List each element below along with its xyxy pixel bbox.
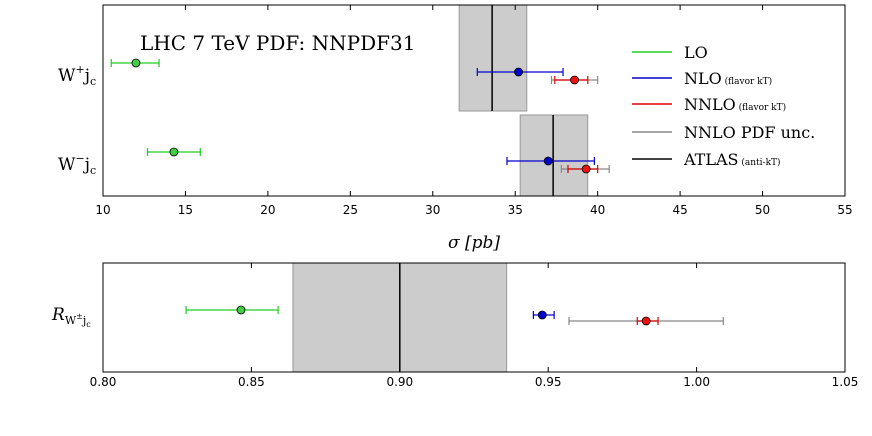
- marker: [581, 164, 591, 174]
- data-point: [185, 305, 279, 315]
- x-axis-label: σ [pb]: [448, 233, 500, 253]
- legend: LO NLO (flavor kT) NNLO (flavor kT) NNLO PD…: [632, 43, 815, 169]
- data-point: [476, 67, 564, 77]
- tick-label: 45: [672, 203, 687, 217]
- top-x-ticks: 10 15 20 25 30 35 40 45 50 55: [95, 5, 853, 217]
- legend-label: NNLO (flavor kT): [684, 95, 786, 114]
- legend-item: LO: [632, 43, 708, 62]
- marker: [236, 305, 246, 315]
- tick-label: 50: [755, 203, 770, 217]
- marker: [514, 67, 523, 77]
- tick-label: 0.90: [386, 375, 413, 389]
- data-point: [532, 310, 555, 320]
- legend-item: NNLO PDF unc.: [632, 123, 815, 142]
- tick-label: 40: [590, 203, 605, 217]
- ratio-series: [185, 305, 724, 326]
- top-atlas-bands: [458, 4, 589, 197]
- tick-label: 15: [178, 203, 193, 217]
- legend-label: LO: [684, 43, 708, 62]
- marker: [131, 58, 141, 68]
- category-label: W−jc: [58, 152, 96, 177]
- ratio-atlas-band: [292, 262, 508, 373]
- data-point: [567, 164, 599, 174]
- tick-label: 1.00: [683, 375, 710, 389]
- tick-label: 35: [508, 203, 523, 217]
- marker: [543, 156, 553, 166]
- tick-label: 0.95: [535, 375, 562, 389]
- top-panel: 10 15 20 25 30 35 40 45 50 55 W+jc W−jc LHC 7 TeV …: [58, 4, 853, 253]
- legend-item: NNLO (flavor kT): [632, 95, 786, 114]
- tick-label: 0.80: [90, 375, 117, 389]
- tick-label: 20: [260, 203, 275, 217]
- tick-label: 25: [343, 203, 358, 217]
- data-point: [506, 156, 595, 166]
- data-point: [146, 147, 201, 157]
- legend-item: ATLAS (anti-kT): [632, 150, 781, 169]
- ratio-category-label: RW±jc: [51, 305, 91, 329]
- tick-label: 55: [837, 203, 852, 217]
- legend-label: NLO (flavor kT): [684, 69, 772, 88]
- bottom-panel: 0.80 0.85 0.90 0.95 1.00 1.05 RW±jc: [51, 262, 859, 389]
- legend-item: NLO (flavor kT): [632, 69, 772, 88]
- data-point: [554, 75, 589, 85]
- top-category-labels: W+jc W−jc: [58, 63, 96, 177]
- data-point: [636, 316, 659, 326]
- top-series: [110, 58, 610, 174]
- marker: [537, 310, 547, 320]
- atlas-band: [458, 4, 528, 112]
- tick-label: 1.05: [832, 375, 859, 389]
- top-plot-frame: [102, 4, 846, 197]
- marker: [570, 75, 579, 85]
- category-label: RW±jc: [51, 305, 91, 329]
- category-label: W+jc: [58, 63, 96, 88]
- marker: [641, 316, 651, 326]
- tick-label: 30: [425, 203, 440, 217]
- tick-label: 10: [95, 203, 110, 217]
- marker: [169, 147, 179, 157]
- data-point: [110, 58, 160, 68]
- ratio-x-ticks: 0.80 0.85 0.90 0.95 1.00 1.05: [90, 263, 859, 389]
- chart-title: LHC 7 TeV PDF: NNPDF31: [140, 31, 415, 55]
- ratio-plot-frame: [102, 262, 846, 373]
- legend-label: NNLO PDF unc.: [684, 123, 815, 142]
- tick-label: 0.85: [238, 375, 265, 389]
- legend-label: ATLAS (anti-kT): [683, 150, 781, 169]
- atlas-band: [519, 114, 589, 197]
